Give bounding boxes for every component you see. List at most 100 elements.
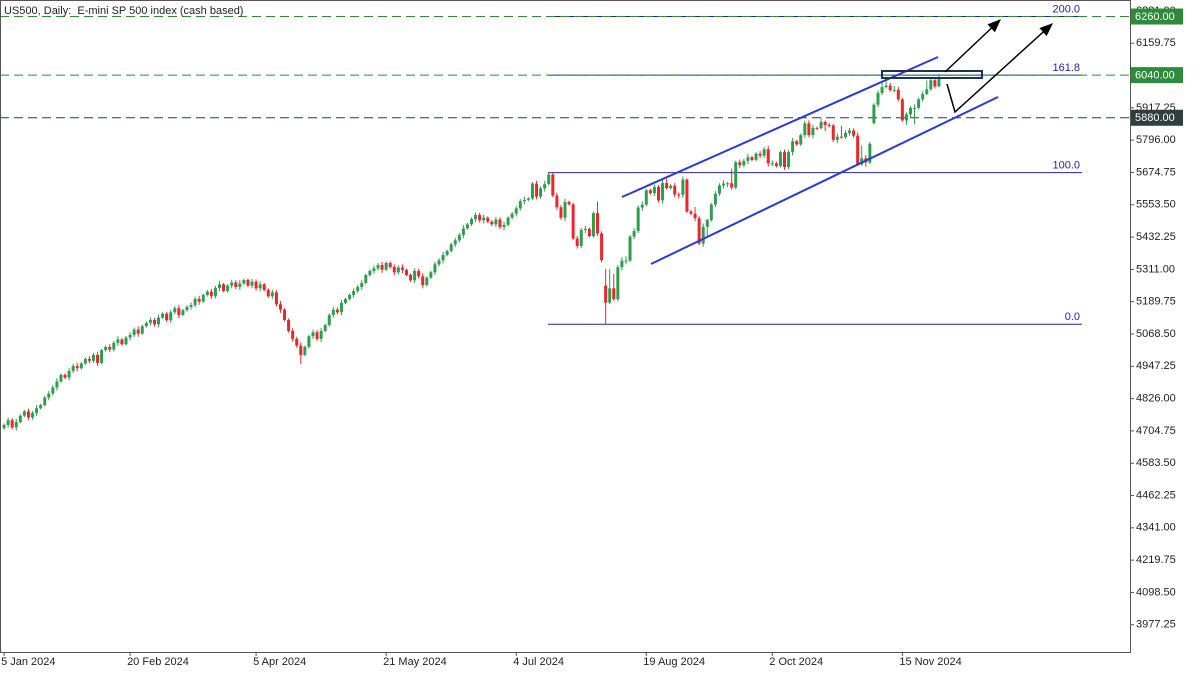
candle-body [937, 77, 941, 87]
candle-body [360, 282, 364, 287]
candle-body [498, 219, 502, 228]
x-tick-label: 20 Feb 2024 [127, 656, 189, 668]
candle-body [632, 231, 636, 237]
x-tick-label: 2 Oct 2024 [769, 656, 823, 668]
candle-body [193, 298, 197, 306]
candle-body [67, 370, 71, 378]
candle-body [39, 405, 43, 409]
candle-body [831, 125, 835, 140]
candle-body [352, 290, 356, 295]
candle-body [823, 122, 827, 125]
candle-body [222, 284, 226, 291]
candle-body [457, 235, 461, 241]
candle-body [238, 283, 242, 287]
candle-body [900, 99, 904, 121]
candle-body [848, 130, 852, 133]
price-box [1131, 109, 1183, 126]
candle-body [734, 162, 738, 188]
candle-body [230, 282, 234, 286]
candle-body [388, 262, 392, 267]
candle-body [213, 288, 217, 297]
candle-body [604, 285, 608, 303]
y-tick-label: 5674.75 [1136, 166, 1176, 178]
candle-body [921, 94, 925, 100]
candle-body [335, 309, 339, 313]
y-tick-label: 6159.75 [1136, 37, 1176, 49]
candle-body [547, 174, 551, 185]
candle-body [909, 107, 913, 115]
candle-body [636, 207, 640, 232]
candle-body [803, 123, 807, 136]
levels: 0.0 100.0 161.8 200.0 [0, 3, 1130, 325]
candle-body [819, 122, 823, 129]
y-tick-label: 4583.50 [1136, 457, 1176, 469]
candle-body [612, 288, 616, 300]
candle-body [100, 350, 104, 363]
candle-body [392, 266, 396, 273]
candle-body [677, 194, 681, 196]
candle-body [778, 152, 782, 166]
y-tick-label: 4341.00 [1136, 522, 1176, 534]
candle-body [157, 317, 161, 325]
candle-body [209, 291, 213, 297]
y-tick-label: 5068.50 [1136, 328, 1176, 340]
candle-body [396, 267, 400, 273]
candle-body [18, 415, 22, 423]
candle-body [404, 269, 408, 275]
candle-body [665, 183, 669, 189]
candle-body [384, 262, 388, 270]
candle-body [652, 187, 656, 194]
candle-body [278, 304, 282, 310]
candle-body [6, 420, 10, 425]
candle-body [933, 80, 937, 87]
candle-body [429, 272, 433, 278]
candle-body [43, 397, 47, 406]
candle-body [701, 226, 705, 244]
chart-title: US500, Daily: E-mini SP 500 index (cash … [4, 5, 243, 17]
candle-body [148, 320, 152, 323]
candle-body [311, 332, 315, 337]
candle-body [726, 183, 730, 185]
candle-body [274, 292, 278, 305]
candle-body [189, 305, 193, 307]
candle-body [413, 270, 417, 281]
candle-body [518, 201, 522, 209]
candle-body [791, 141, 795, 153]
y-tick-label: 4462.25 [1136, 489, 1176, 501]
candle-body [400, 267, 404, 270]
candle-body [339, 302, 343, 313]
candle-body [579, 229, 583, 246]
candle-body [470, 219, 474, 225]
candle-body [656, 187, 660, 201]
candle-body [283, 309, 287, 321]
candle-body [364, 274, 368, 283]
candle-body [433, 264, 437, 273]
candle-body [299, 345, 303, 355]
candle-body [888, 85, 892, 91]
candle-body [709, 204, 713, 221]
candle-body [835, 136, 839, 140]
candle-body [904, 114, 908, 121]
candle-body [303, 346, 307, 355]
candle-body [344, 298, 348, 303]
fib-label: 100.0 [1052, 160, 1080, 172]
price-box [1131, 67, 1183, 84]
candle-body [799, 135, 803, 145]
candle-body [31, 412, 35, 418]
candle-body [693, 213, 697, 219]
candle-body [441, 254, 445, 261]
candle-body [591, 213, 595, 237]
candle-body [730, 183, 734, 188]
candle-body [291, 330, 295, 339]
candle-body [661, 183, 665, 201]
candle-body [10, 420, 14, 428]
candle-body [774, 163, 778, 166]
candle-body [506, 217, 510, 225]
candle-body [717, 185, 721, 194]
candle-body [478, 215, 482, 221]
candle-body [742, 160, 746, 166]
candle-body [201, 294, 205, 302]
candle-body [563, 201, 567, 218]
candle-body [205, 291, 209, 295]
candle-body [242, 280, 246, 284]
